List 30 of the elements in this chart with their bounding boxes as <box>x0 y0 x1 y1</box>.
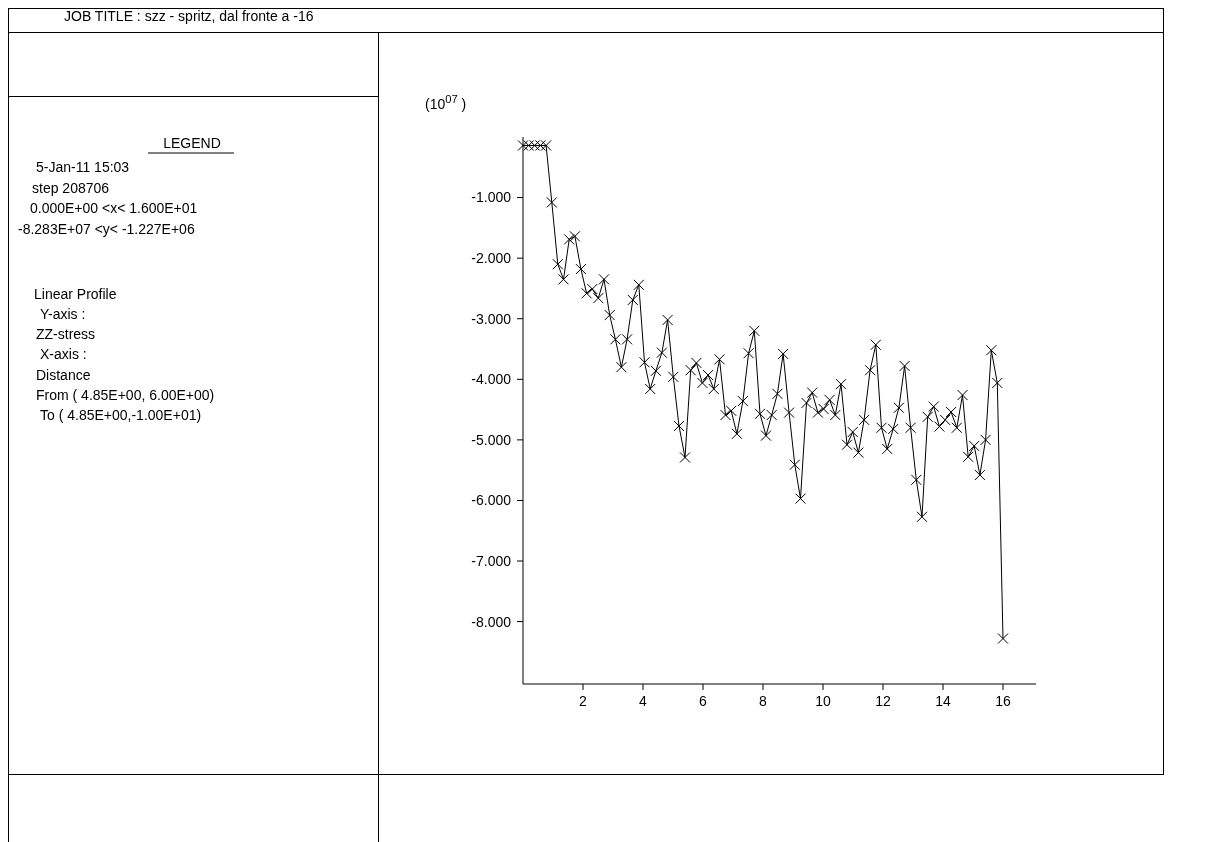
text: step 208706 <box>32 180 110 196</box>
y-tick-label: -4.000 <box>471 371 512 388</box>
text: LEGEND <box>163 135 221 151</box>
y-tick-label: -8.000 <box>471 613 512 630</box>
y-tick-label: -3.000 <box>471 310 512 327</box>
x-tick-label: 16 <box>995 693 1011 709</box>
x-tick-label: 6 <box>699 693 708 709</box>
text: To ( 4.85E+00,-1.00E+01) <box>40 407 202 423</box>
x-tick-label: 10 <box>815 693 831 709</box>
y-tick-label: -2.000 <box>471 250 512 267</box>
y-tick-label: -6.000 <box>471 492 512 509</box>
x-tick-label: 2 <box>579 693 588 709</box>
text: From ( 4.85E+00, 6.00E+00) <box>36 387 215 403</box>
x-tick-label: 8 <box>759 693 768 709</box>
y-axis-title: (10$^{07}$ ) <box>425 93 467 112</box>
text: JOB TITLE : szz - spritz, dal fronte a -16 <box>64 8 314 24</box>
text: 0.000E+00 <x< 1.600E+01 <box>30 200 198 216</box>
x-tick-label: 12 <box>875 693 891 709</box>
x-tick-label: 4 <box>639 693 648 709</box>
text: Y-axis : <box>40 306 86 322</box>
text: Linear Profile <box>34 286 117 302</box>
text: X-axis : <box>40 346 87 362</box>
text: ZZ-stress <box>36 326 96 342</box>
x-tick-label: 14 <box>935 693 951 709</box>
text: Distance <box>36 367 91 383</box>
y-tick-label: -7.000 <box>471 552 512 569</box>
y-tick-label: -1.000 <box>471 189 512 206</box>
text: -8.283E+07 <y< -1.227E+06 <box>18 221 195 237</box>
y-tick-label: -5.000 <box>471 431 512 448</box>
text: 5-Jan-11 15:03 <box>36 159 130 175</box>
